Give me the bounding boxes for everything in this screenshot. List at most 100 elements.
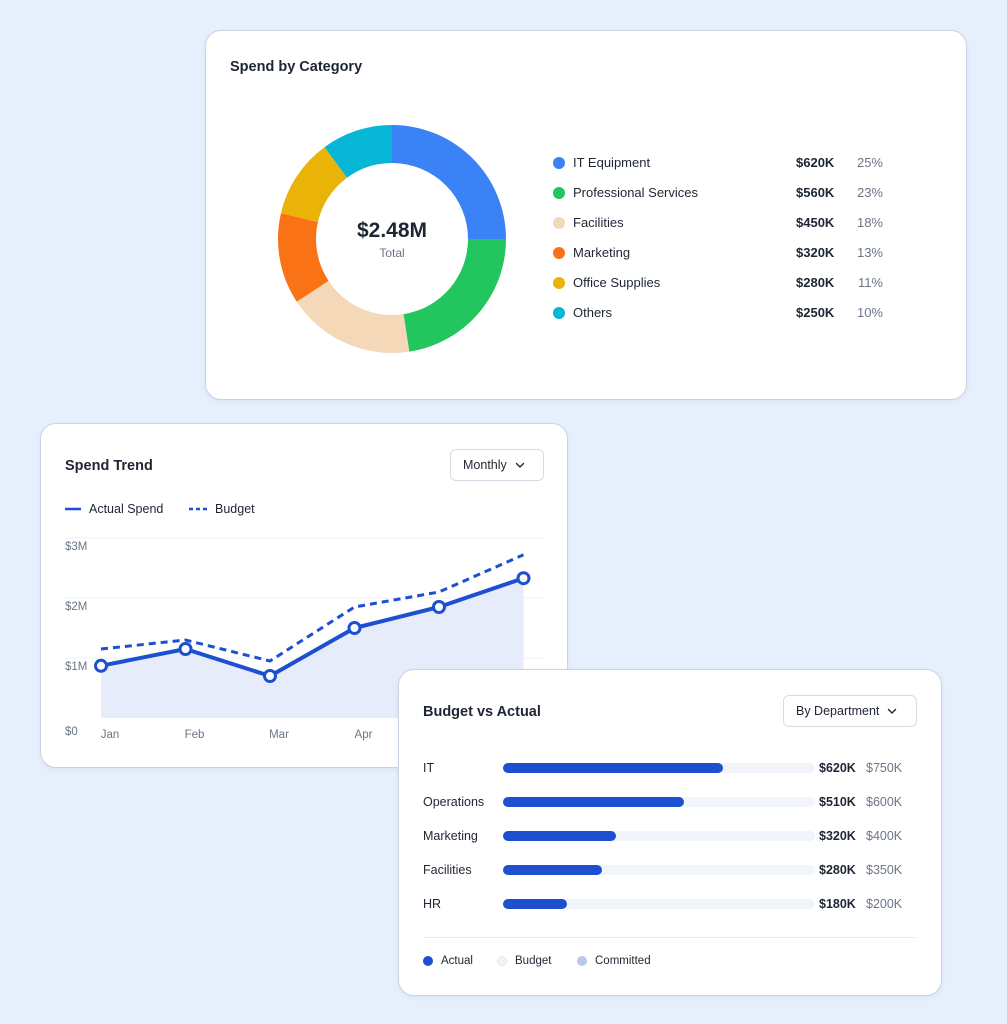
legend-percent: 10% xyxy=(856,305,883,320)
bar-row: HR $180K $200K xyxy=(423,894,923,914)
actual-value: $180K xyxy=(819,897,856,911)
bar-label: Marketing xyxy=(423,829,478,843)
legend-value: $250K xyxy=(796,305,835,320)
budget-value: $400K xyxy=(866,829,903,843)
donut-slice-it-equipment xyxy=(392,125,506,239)
card-title: Budget vs Actual xyxy=(423,704,541,720)
legend-item: IT Equipment $620K 25% xyxy=(553,153,893,173)
actual-bar xyxy=(503,831,617,841)
legend-dot xyxy=(553,157,565,169)
actual-bar xyxy=(503,797,684,807)
legend-item: Actual xyxy=(423,955,473,967)
actual-value: $620K xyxy=(819,761,856,775)
donut-chart xyxy=(278,125,506,353)
donut-slice-office-supplies xyxy=(280,147,348,222)
legend-dot xyxy=(497,956,507,966)
legend-dot xyxy=(553,217,565,229)
legend-item: Marketing $320K 13% xyxy=(553,243,893,263)
donut-slice-others xyxy=(324,125,392,178)
legend-dot xyxy=(553,307,565,319)
legend-value: $450K xyxy=(796,215,835,230)
actual-point xyxy=(178,642,193,656)
actual-bar xyxy=(503,899,567,909)
legend-item: Others $250K 10% xyxy=(553,303,893,323)
actual-value: $510K xyxy=(819,795,856,809)
actual-bar xyxy=(503,865,603,875)
budget-line xyxy=(100,553,525,663)
legend-label: Actual xyxy=(441,955,473,967)
donut-center: $2.48M Total xyxy=(276,123,508,355)
legend-dot xyxy=(577,956,587,966)
budget-bar-track xyxy=(503,899,815,909)
card-title: Spend by Category xyxy=(230,59,363,75)
legend-item: Facilities $450K 18% xyxy=(553,213,893,233)
legend-label: Facilities xyxy=(573,215,624,230)
x-tick-label: Apr xyxy=(355,729,373,741)
period-dropdown[interactable]: Monthly xyxy=(450,449,544,481)
actual-line xyxy=(100,576,525,678)
legend-label: Budget xyxy=(515,955,552,967)
legend-percent: 23% xyxy=(856,185,883,200)
dropdown-value: Monthly xyxy=(463,458,507,472)
legend-percent: 11% xyxy=(857,275,883,290)
x-tick-label: Feb xyxy=(185,729,205,741)
legend-item-budget: Budget xyxy=(189,502,255,516)
total-label: Total xyxy=(379,245,405,260)
bar-row: Operations $510K $600K xyxy=(423,792,923,812)
donut-slice-marketing xyxy=(278,213,329,302)
x-tick-label: Jan xyxy=(101,729,120,741)
budget-vs-actual-card: Budget vs Actual By Department IT $620K $7… xyxy=(398,669,942,996)
budget-bar-track xyxy=(503,865,815,875)
legend-dot xyxy=(423,956,433,966)
card-title: Spend Trend xyxy=(65,458,153,474)
legend-value: $560K xyxy=(796,185,835,200)
donut-slice-facilities xyxy=(296,280,410,353)
actual-point xyxy=(347,621,362,635)
legend-label: Others xyxy=(573,305,613,320)
y-tick-label: $2M xyxy=(65,601,87,613)
chevron-down-icon xyxy=(515,462,524,468)
divider xyxy=(423,937,917,938)
budget-bar-track xyxy=(503,763,815,773)
legend-value: $620K xyxy=(796,155,835,170)
actual-value: $280K xyxy=(819,863,856,877)
legend-label: IT Equipment xyxy=(573,155,651,170)
actual-point xyxy=(263,669,277,683)
budget-bar-track xyxy=(503,797,815,807)
legend-label: Marketing xyxy=(573,245,631,260)
budget-value: $350K xyxy=(866,863,903,877)
actual-point xyxy=(516,571,531,586)
total-value: $2.48M xyxy=(356,218,428,242)
bar-label: Operations xyxy=(423,795,485,809)
legend-percent: 13% xyxy=(856,245,883,260)
bar-row: Marketing $320K $400K xyxy=(423,826,923,846)
legend-dot xyxy=(553,187,565,199)
group-by-dropdown[interactable]: By Department xyxy=(783,695,917,727)
legend-item: Committed xyxy=(577,955,651,967)
actual-value: $320K xyxy=(819,829,856,843)
legend-item: Budget xyxy=(497,955,551,967)
legend-label: Committed xyxy=(595,955,651,967)
legend-label: Professional Services xyxy=(573,185,698,200)
legend-item: Office Supplies $280K 11% xyxy=(553,273,893,293)
budget-value: $200K xyxy=(866,897,903,911)
legend-percent: 18% xyxy=(856,215,883,230)
legend-label: Budget xyxy=(215,502,255,516)
bar-label: IT xyxy=(423,761,435,775)
bar-label: Facilities xyxy=(423,863,472,877)
legend-item: Professional Services $560K 23% xyxy=(553,183,893,203)
bar-row: Facilities $280K $350K xyxy=(423,860,923,880)
legend-value: $320K xyxy=(796,245,835,260)
x-tick-label: Mar xyxy=(269,729,289,741)
dropdown-value: By Department xyxy=(796,704,880,718)
legend-label: Office Supplies xyxy=(573,275,661,290)
donut-slice-professional-services xyxy=(403,239,506,352)
legend-value: $280K xyxy=(796,275,835,290)
bar-row: IT $620K $750K xyxy=(423,758,923,778)
actual-point xyxy=(94,658,108,673)
actual-bar xyxy=(503,763,723,773)
dashed-line-icon xyxy=(189,507,207,511)
budget-value: $600K xyxy=(866,795,903,809)
y-tick-label: $0 xyxy=(65,726,78,738)
legend-dot xyxy=(553,247,565,259)
